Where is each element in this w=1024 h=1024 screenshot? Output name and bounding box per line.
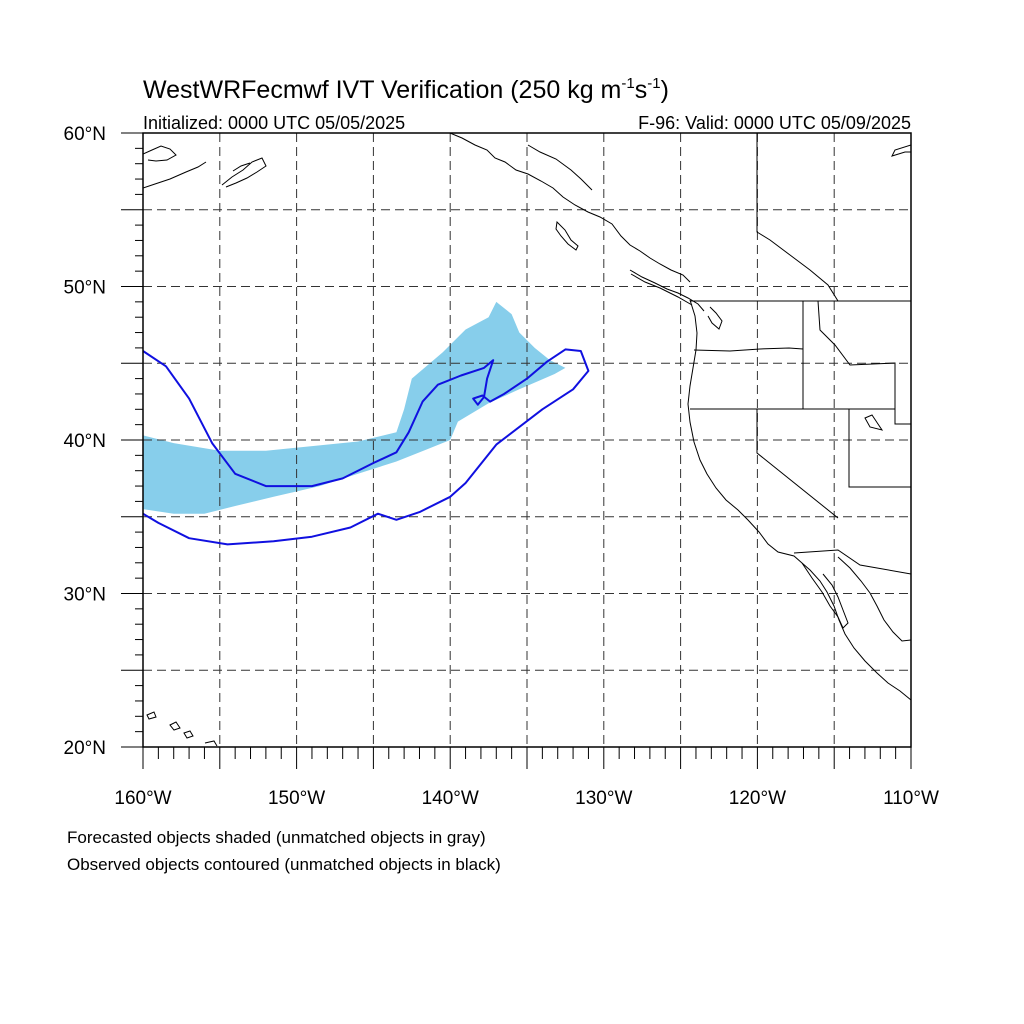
- lon-label: 160°W: [114, 788, 171, 809]
- observed-object: [143, 348, 590, 546]
- lon-label: 130°W: [575, 788, 632, 809]
- plot-area: [143, 133, 911, 747]
- axis-ticks: [121, 132, 912, 769]
- footnote-observed: Observed objects contoured (unmatched ob…: [67, 855, 501, 874]
- lat-label: 60°N: [64, 124, 106, 145]
- latitude-labels: 60°N 50°N 40°N 30°N 20°N: [64, 124, 106, 759]
- lat-label: 30°N: [64, 585, 106, 606]
- coastlines: [143, 133, 911, 747]
- grid-lines: [143, 133, 911, 747]
- longitude-labels: 160°W 150°W 140°W 130°W 120°W 110°W: [114, 788, 939, 809]
- forecast-object: [143, 301, 566, 514]
- lon-label: 110°W: [883, 788, 939, 809]
- initialized-label: Initialized: 0000 UTC 05/05/2025: [143, 113, 405, 133]
- footnote-forecast: Forecasted objects shaded (unmatched obj…: [67, 828, 486, 847]
- lat-label: 40°N: [64, 431, 106, 452]
- lon-label: 140°W: [422, 788, 479, 809]
- lat-label: 20°N: [64, 738, 106, 759]
- lon-label: 150°W: [268, 788, 325, 809]
- map-title: WestWRFecmwf IVT Verification (250 kg m-…: [143, 75, 669, 104]
- lon-label: 120°W: [729, 788, 786, 809]
- lat-label: 50°N: [64, 278, 106, 299]
- valid-label: F-96: Valid: 0000 UTC 05/09/2025: [638, 113, 911, 133]
